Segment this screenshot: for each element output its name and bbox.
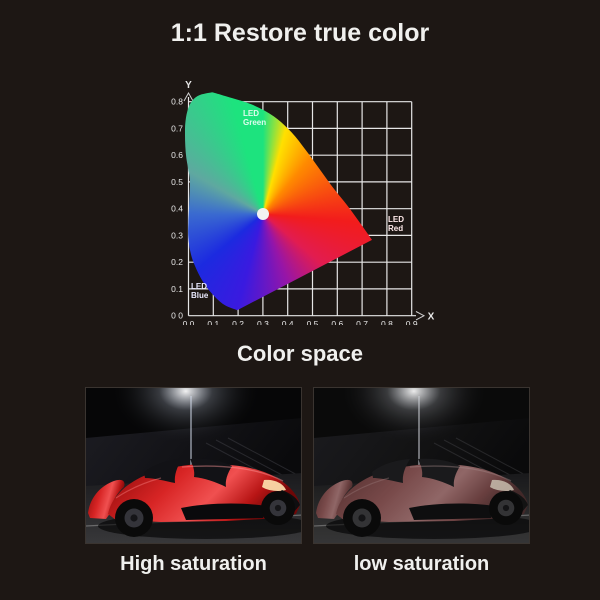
svg-text:LED: LED bbox=[191, 282, 207, 291]
svg-text:LED: LED bbox=[243, 109, 259, 118]
svg-text:Red: Red bbox=[388, 224, 403, 233]
svg-text:LED: LED bbox=[388, 215, 404, 224]
svg-text:Blue: Blue bbox=[191, 291, 209, 300]
svg-text:Green: Green bbox=[243, 118, 266, 127]
